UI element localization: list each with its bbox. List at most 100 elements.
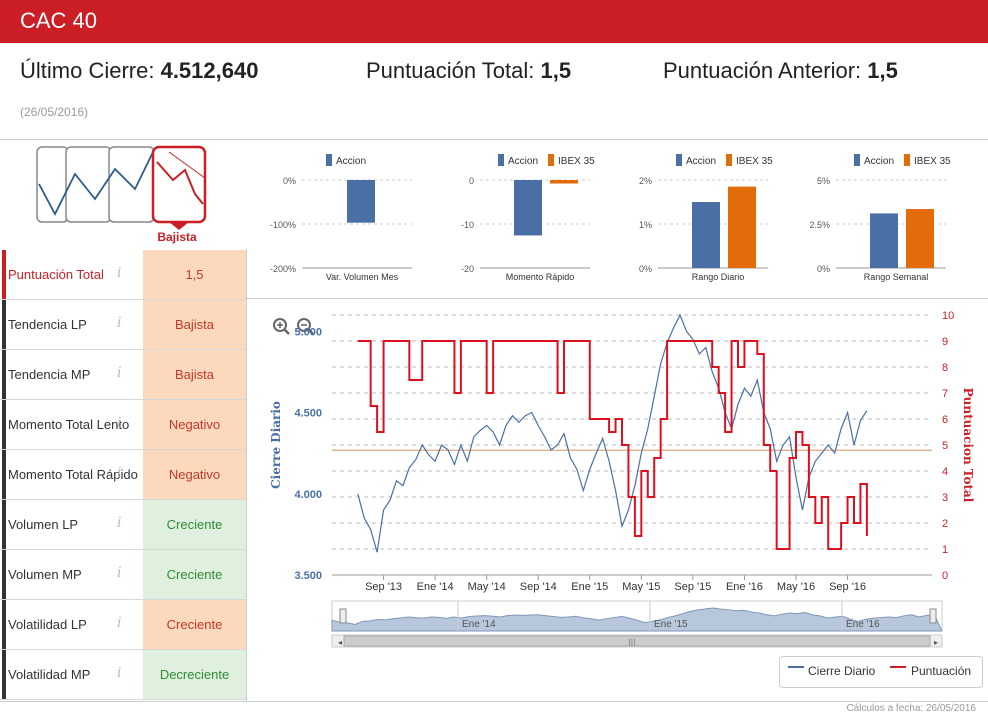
legend-accion-label[interactable]: Cierre Diario [808,664,876,678]
page-title: CAC 40 [20,8,98,33]
y2-tick-label: 1 [942,544,948,556]
x-tick-label: Sep '16 [829,581,866,593]
info-icon[interactable]: i [117,315,122,331]
scroll-right-icon[interactable]: ▸ [934,638,938,647]
zoom-out-icon[interactable] [297,318,314,335]
price-series-line [357,313,868,553]
last-close-label: Último Cierre: [20,58,161,83]
y-tick-label: -20 [461,264,474,274]
previous-score-value: 1,5 [867,58,898,83]
y2-tick-label: 7 [942,388,948,400]
criteria-value: Creciente [143,600,246,649]
y-tick-label: 5.000 [294,326,322,338]
legend-label: IBEX 35 [914,156,951,167]
y-axis-title: Cierre Diario [269,401,283,489]
legend-swatch [854,154,860,166]
info-icon[interactable]: i [117,565,122,581]
info-icon[interactable]: i [117,265,122,281]
scrollbar[interactable]: ◂ ▸ ||| [331,634,943,648]
y2-tick-label: 3 [942,492,948,504]
divider [246,249,247,701]
x-tick-label: Ene '15 [571,581,608,593]
trend-icon-group: Bajista [36,145,207,244]
close-date: (26/05/2016) [20,105,89,119]
y-tick-label: 4.000 [294,489,322,501]
total-score: Puntuación Total: 1,5 [366,58,571,84]
y2-tick-label: 8 [942,362,948,374]
info-icon[interactable]: i [117,515,122,531]
chart-legend: Cierre Diario Puntuación [779,656,983,688]
scroll-grip-icon: ||| [628,638,635,646]
y-tick-label: 0% [639,264,652,274]
previous-score: Puntuación Anterior: 1,5 [663,58,898,84]
mini-chart: Accion 0% -100% -200% Var. Volumen Mes [270,154,412,282]
criteria-label: Momento Total Lento [2,400,138,449]
bar [906,209,934,268]
trend-icon [36,145,207,230]
bar [514,180,542,236]
zoom-in-icon[interactable] [273,318,290,335]
y2-tick-label: 0 [942,570,948,582]
info-icon[interactable]: i [117,665,122,681]
y2-tick-label: 4 [942,466,948,478]
criteria-value: Bajista [143,300,246,349]
navigator-label: Ene '14 [462,619,496,630]
info-icon[interactable]: i [117,465,122,481]
y2-tick-label: 2 [942,518,948,530]
header-bar: CAC 40 [0,0,988,43]
scrollbar-thumb[interactable] [343,635,931,647]
x-tick-label: May '15 [622,581,660,593]
legend-score-label[interactable]: Puntuación [911,664,972,678]
criteria-row: Momento Total Lento i Negativo [0,400,246,450]
x-tick-label: Ene '14 [417,581,454,593]
navigator-label: Ene '16 [846,619,880,630]
criteria-value: Decreciente [143,650,246,699]
x-tick-label: May '16 [777,581,815,593]
info-icon[interactable]: i [117,365,122,381]
scroll-left-icon[interactable]: ◂ [338,638,342,647]
legend-swatch [726,154,732,166]
y-tick-label: 0 [469,176,474,186]
y-tick-label: 2% [639,176,652,186]
criteria-value: Creciente [143,500,246,549]
last-close-value: 4.512,640 [160,58,259,83]
mini-chart: Accion IBEX 35 0 -10 -20 Momento Rápido [461,154,595,282]
mini-chart: Accion IBEX 35 2% 1% 0% Rango Diario [639,154,773,282]
legend-label: Accion [336,156,366,167]
navigator-area [331,607,943,632]
criteria-row: Volatilidad MP i Decreciente [0,650,246,700]
criteria-label: Tendencia MP [2,350,138,399]
range-navigator[interactable]: Ene '14 Ene '15 Ene '16 [331,600,943,632]
bar [347,180,375,223]
navigator-handle-left[interactable] [339,608,347,624]
x-tick-label: Sep '15 [674,581,711,593]
x-tick-label: Sep '14 [520,581,557,593]
criteria-value: Creciente [143,550,246,599]
criteria-row: Volumen MP i Creciente [0,550,246,600]
mini-chart: Accion IBEX 35 5% 2.5% 0% Rango Semanal [809,154,951,282]
criteria-row: Volatilidad LP i Creciente [0,600,246,650]
navigator-handle-right[interactable] [929,608,937,624]
y2-tick-label: 6 [942,414,948,426]
criteria-value: 1,5 [143,250,246,299]
trend-label: Bajista [157,230,197,244]
legend-label: IBEX 35 [558,156,595,167]
legend-score-swatch [890,666,906,668]
bar [692,202,720,268]
criteria-label: Tendencia LP [2,300,138,349]
legend-swatch [676,154,682,166]
legend-swatch [326,154,332,166]
last-close: Último Cierre: 4.512,640 [20,58,258,84]
y-tick-label: 5% [817,176,830,186]
calc-date-footer: Cálculos a fecha: 26/05/2016 [846,703,976,714]
x-tick-label: Sep '13 [365,581,402,593]
y-tick-label: -100% [270,220,296,230]
total-score-label: Puntuación Total: [366,58,541,83]
y2-axis-title: Puntuacion Total [961,388,975,503]
y2-tick-label: 10 [942,310,954,322]
info-icon[interactable]: i [117,615,122,631]
info-icon[interactable]: i [117,415,122,431]
criteria-row: Tendencia LP i Bajista [0,300,246,350]
legend-swatch [548,154,554,166]
criteria-label: Momento Total Rápido [2,450,138,499]
